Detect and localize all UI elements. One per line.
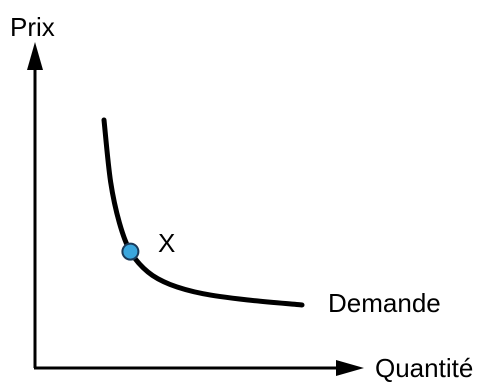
plot-area (101, 117, 305, 308)
point-x-marker (121, 242, 140, 261)
x-axis-label: Quantité (375, 353, 474, 383)
axes (27, 42, 364, 376)
demand-curve (101, 117, 305, 308)
point-x-label: X (158, 228, 176, 258)
x-axis-arrow (336, 360, 364, 376)
demand-curve-label: Demande (328, 288, 441, 318)
y-axis-arrow (27, 42, 43, 70)
y-axis-label: Prix (10, 12, 55, 42)
